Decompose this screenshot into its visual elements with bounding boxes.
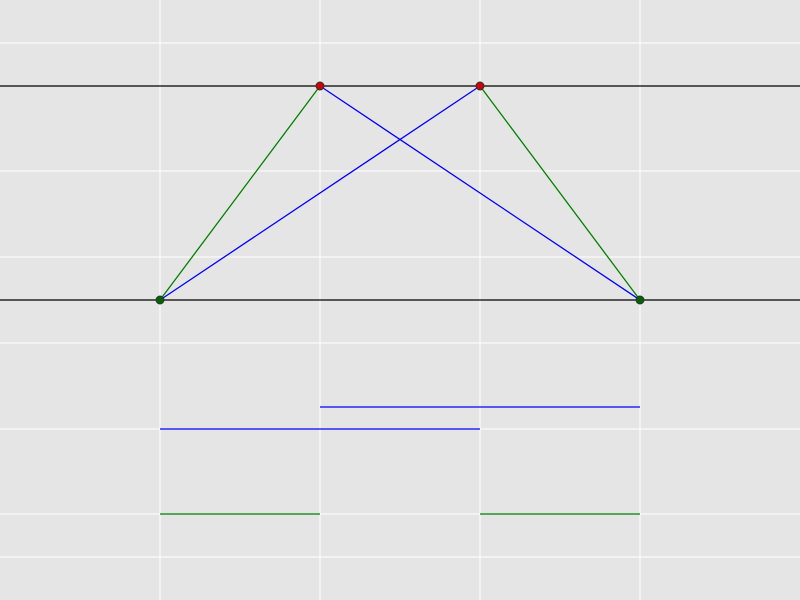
projected-segments bbox=[160, 406, 640, 515]
bottom-right-point bbox=[635, 295, 645, 305]
connection-segments bbox=[159, 85, 641, 301]
green-segment-right bbox=[479, 85, 641, 301]
diagram-points bbox=[155, 81, 645, 305]
green-segment-left bbox=[159, 85, 321, 301]
reference-lines bbox=[0, 85, 800, 301]
top-right-point bbox=[475, 81, 485, 91]
blue-segment-left-to-right bbox=[159, 85, 481, 301]
blue-segment-right-to-left bbox=[319, 85, 641, 301]
top-left-point bbox=[315, 81, 325, 91]
bottom-left-point bbox=[155, 295, 165, 305]
